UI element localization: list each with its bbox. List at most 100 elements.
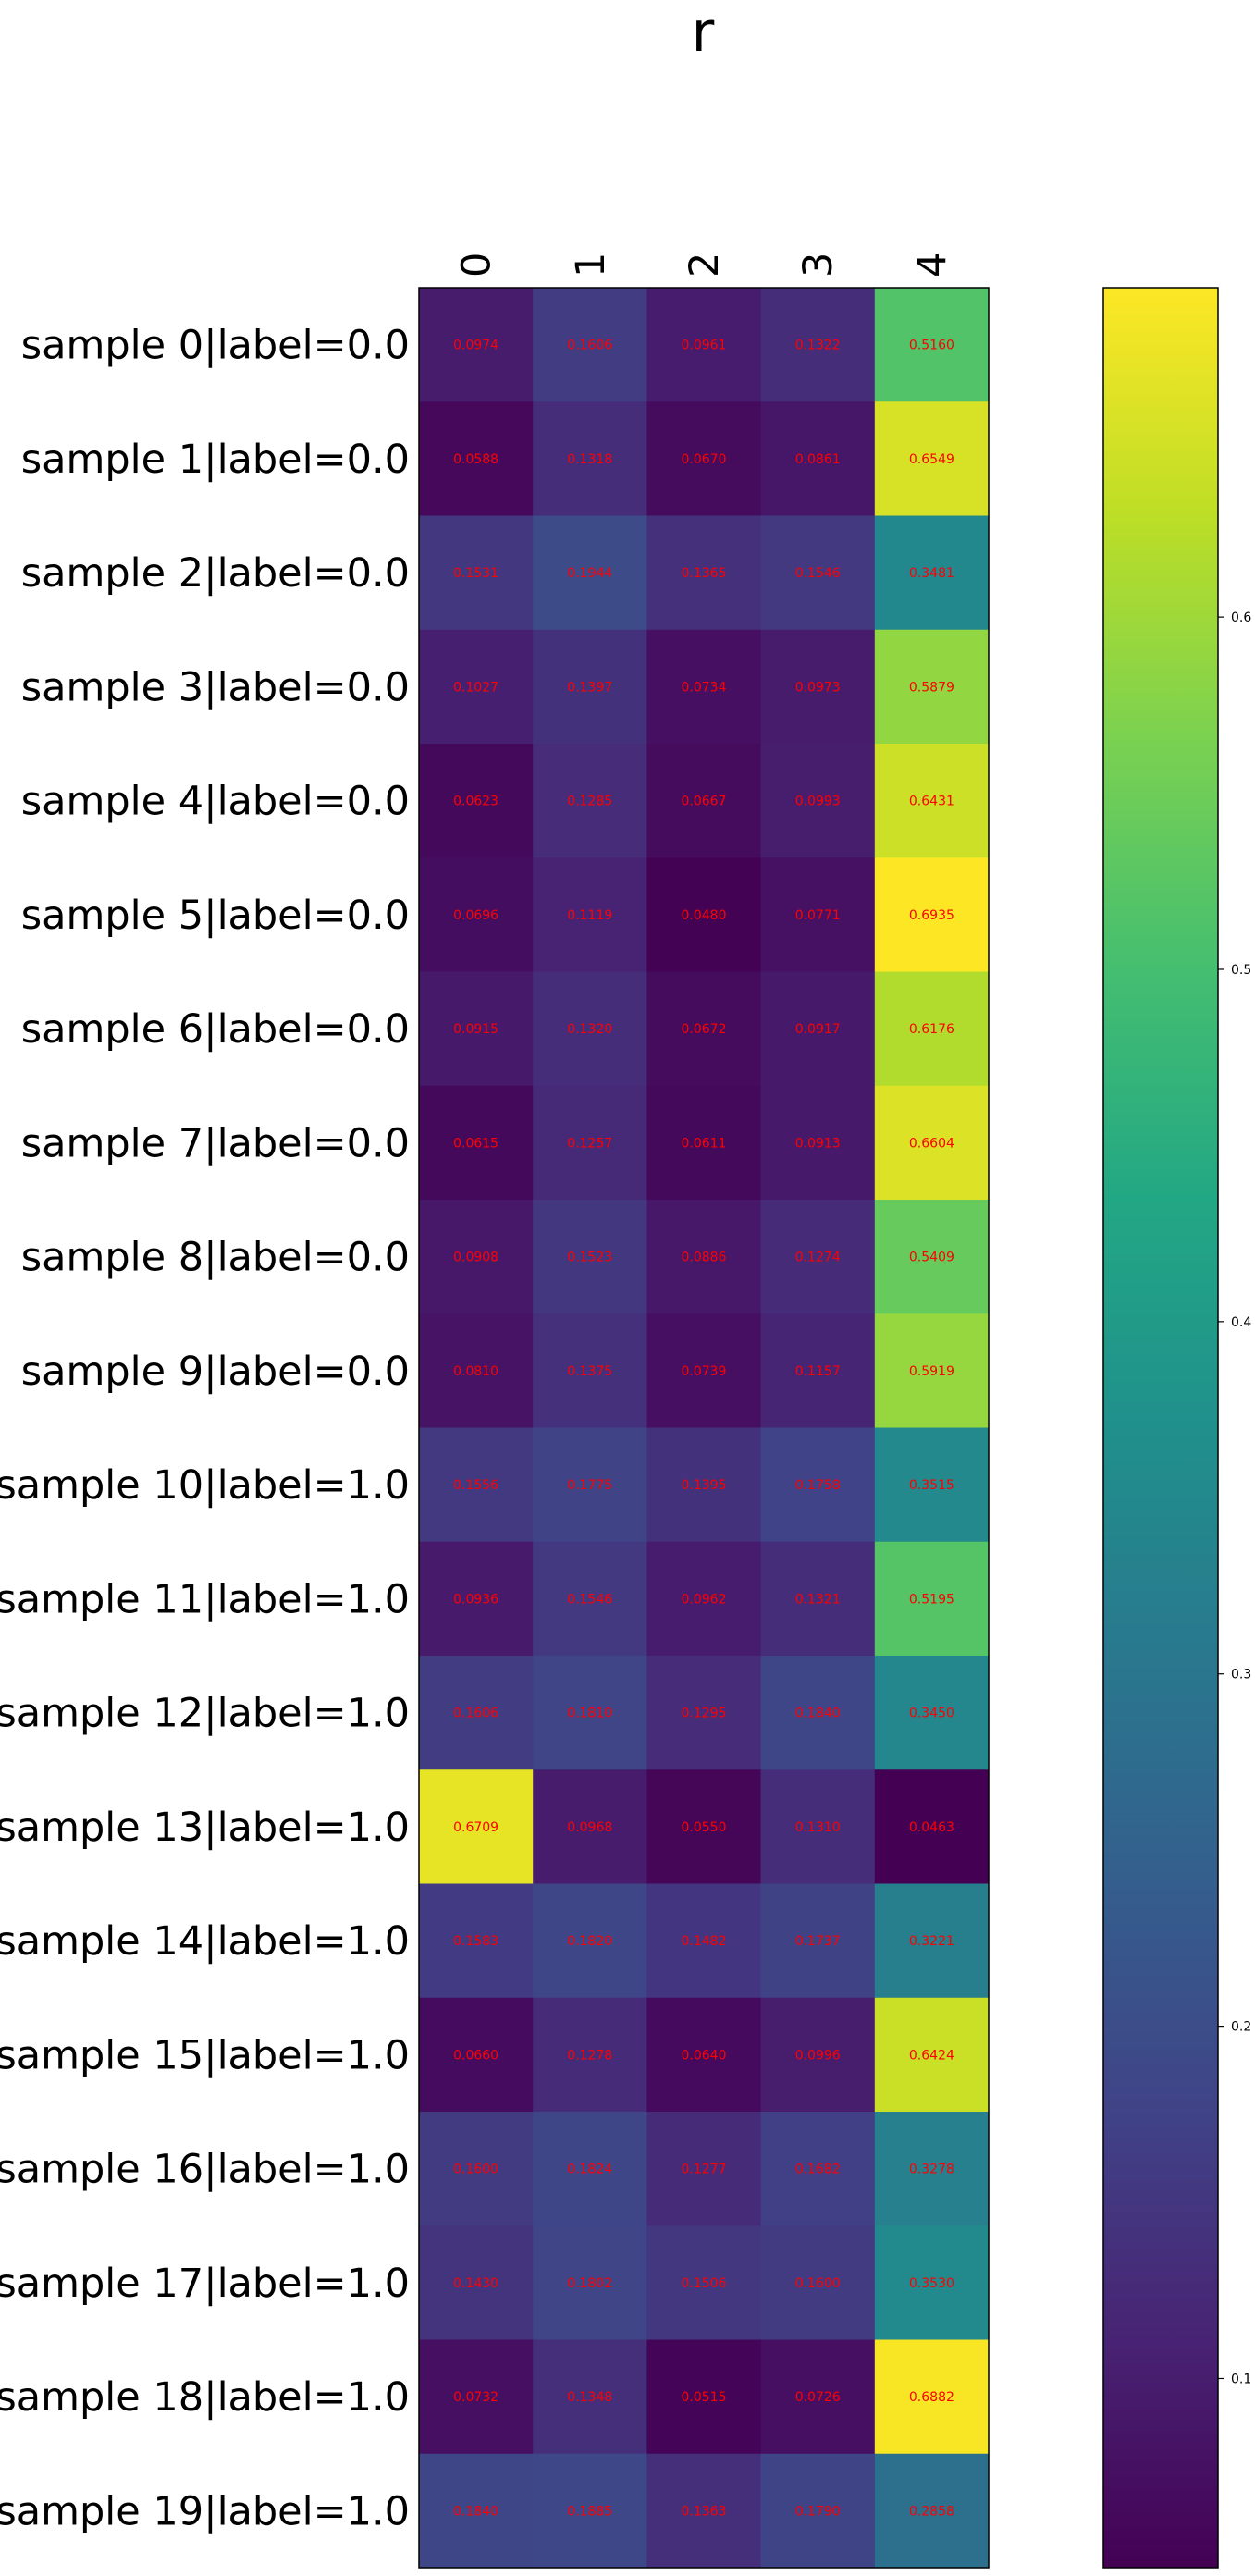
heatmap-cell (646, 1541, 762, 1657)
row-label: sample 19|label=1.0 (0, 2488, 410, 2534)
cell-value-label: 0.3481 (909, 566, 954, 581)
cell-value-label: 0.1600 (453, 2163, 498, 2177)
colorbar-tick-label: 0.4 (1231, 1315, 1251, 1330)
heatmap-cell (760, 744, 876, 858)
cell-value-label: 0.1506 (682, 2276, 727, 2291)
column-label: 0 (454, 253, 500, 277)
heatmap-cell (874, 971, 990, 1087)
heatmap-cell (646, 1085, 762, 1201)
cell-value-label: 0.1363 (682, 2504, 727, 2519)
heatmap-cell (874, 2453, 990, 2569)
heatmap-cell (533, 515, 647, 631)
heatmap-cell (533, 629, 647, 745)
heatmap-cell (419, 2225, 534, 2340)
heatmap-cell (646, 288, 762, 402)
colorbar-tick-label: 0.6 (1231, 610, 1251, 625)
heatmap-cell (874, 1200, 990, 1314)
heatmap-cell (760, 1883, 876, 1999)
heatmap-cell (419, 2339, 534, 2455)
colorbar-tick-label: 0.3 (1231, 1668, 1251, 1682)
colorbar-ticks: 0.1 0.2 0.3 0.4 0.5 0.6 (1218, 610, 1251, 2386)
cell-value-label: 0.1758 (795, 1478, 841, 1493)
plot-frame (418, 287, 990, 2569)
cell-value-label: 0.0973 (795, 680, 841, 695)
cell-value-label: 0.1318 (567, 452, 612, 467)
heatmap-cells (419, 288, 990, 2569)
heatmap-cell (419, 1085, 534, 1201)
cell-value-label: 0.1430 (453, 2276, 498, 2291)
heatmap-cell (419, 1200, 534, 1314)
heatmap-cell (533, 288, 647, 402)
heatmap-cell (646, 629, 762, 745)
cell-value-label: 0.0771 (795, 908, 841, 923)
cell-value-label: 0.3515 (909, 1478, 954, 1493)
row-label: sample 0|label=0.0 (21, 323, 410, 369)
column-label: 1 (568, 253, 614, 277)
row-label: sample 2|label=0.0 (21, 550, 410, 597)
heatmap-cell (874, 1427, 990, 1543)
cell-value-label: 0.0908 (453, 1251, 498, 1265)
cell-value-label: 0.5195 (909, 1592, 954, 1607)
heatmap-cell (533, 1427, 647, 1543)
heatmap-cell (533, 1769, 647, 1884)
cell-value-label: 0.0480 (682, 908, 727, 923)
row-labels: sample 0|label=0.0 sample 1|label=0.0 samp… (0, 323, 410, 2535)
heatmap-cell (533, 2453, 647, 2569)
cell-value-label: 0.0936 (453, 1592, 498, 1607)
cell-value-label: 0.0962 (682, 1592, 727, 1607)
cell-value-label: 0.0667 (682, 795, 727, 809)
cell-value-label: 0.0672 (682, 1022, 727, 1037)
cell-value-label: 0.1790 (795, 2504, 841, 2519)
cell-value-label: 0.0732 (453, 2390, 498, 2405)
heatmap-cell (533, 401, 647, 516)
cell-value-label: 0.3221 (909, 1934, 954, 1949)
heatmap-cell (874, 2339, 990, 2455)
heatmap-cell (760, 857, 876, 972)
heatmap-cell (646, 1769, 762, 1884)
cell-value-label: 0.5409 (909, 1251, 954, 1265)
heatmap-cell (646, 971, 762, 1087)
row-label: sample 7|label=0.0 (21, 1120, 410, 1166)
heatmap-cell (419, 401, 534, 516)
row-label: sample 18|label=1.0 (0, 2374, 410, 2421)
heatmap-cell (874, 1085, 990, 1201)
heatmap-cell (760, 1656, 876, 1770)
cell-value-label: 0.2858 (909, 2504, 954, 2519)
heatmap-cell (533, 1656, 647, 1770)
cell-value-label: 0.1375 (567, 1364, 612, 1379)
cell-value-label: 0.6882 (909, 2390, 954, 2405)
heatmap-cell (533, 2225, 647, 2340)
heatmap-cell (533, 2339, 647, 2455)
cell-value-label: 0.1802 (567, 2276, 612, 2291)
column-labels: 0 1 2 3 4 (454, 253, 956, 277)
cell-value-label: 0.6549 (909, 452, 954, 467)
heatmap-cell (646, 1200, 762, 1314)
cell-value-label: 0.1556 (453, 1478, 498, 1493)
row-label: sample 1|label=0.0 (21, 437, 410, 483)
heatmap-cell (419, 1883, 534, 1999)
heatmap-cell (874, 2225, 990, 2340)
row-label: sample 3|label=0.0 (21, 664, 410, 710)
colorbar (1102, 287, 1219, 2569)
cell-value-label: 0.0726 (795, 2390, 841, 2405)
cell-value-label: 0.1295 (682, 1707, 727, 1721)
colorbar-tick-label: 0.1 (1231, 2372, 1251, 2386)
cell-value-label: 0.1606 (453, 1707, 498, 1721)
cell-value-label: 0.1737 (795, 1934, 841, 1949)
cell-value-label: 0.1285 (567, 795, 612, 809)
cell-value-label: 0.0917 (795, 1022, 841, 1037)
column-label: 3 (795, 253, 842, 277)
cell-value-label: 0.1320 (567, 1022, 612, 1037)
cell-value-label: 0.6604 (909, 1136, 954, 1151)
cell-value-label: 0.0739 (682, 1364, 727, 1379)
heatmap-cell (646, 2225, 762, 2340)
cell-value-label: 0.1824 (567, 2163, 612, 2177)
heatmap-cell (419, 1313, 534, 1428)
heatmap-cell (419, 971, 534, 1087)
cell-value-label: 0.0615 (453, 1136, 498, 1151)
cell-value-label: 0.1278 (567, 2048, 612, 2063)
heatmap-cell (760, 401, 876, 516)
cell-value-label: 0.1583 (453, 1934, 498, 1949)
heatmap-cell (760, 288, 876, 402)
heatmap-cell (760, 1200, 876, 1314)
